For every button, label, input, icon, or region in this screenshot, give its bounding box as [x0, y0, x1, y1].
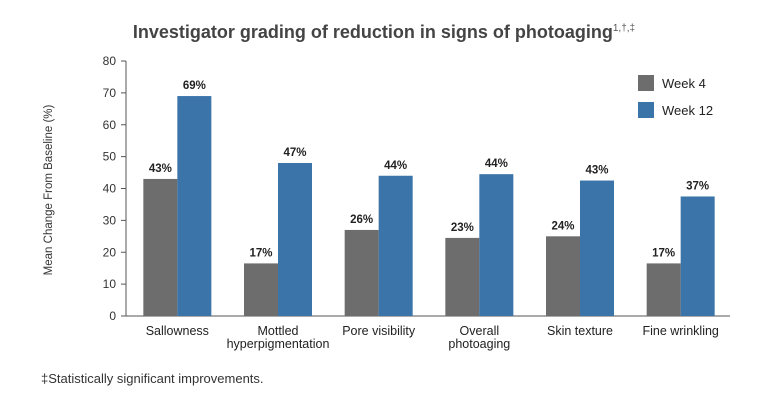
data-label: 44%: [384, 160, 407, 172]
y-tick-label: 30: [103, 213, 117, 227]
x-tick-label: Fine wrinkling: [642, 324, 718, 338]
bar: [580, 180, 614, 316]
y-tick-label: 40: [103, 182, 117, 196]
y-tick-label: 50: [103, 150, 117, 164]
data-label: 47%: [283, 147, 306, 159]
bar: [344, 229, 379, 316]
bar: [143, 178, 178, 316]
x-tick-label: Pore visibility: [342, 324, 416, 338]
legend-swatch: [638, 75, 654, 91]
x-tick-label: Overall photoaging: [448, 324, 510, 351]
x-tick-label: Skin texture: [547, 324, 613, 338]
x-tick-label: Mottled hyperpigmentation: [227, 324, 330, 351]
data-labels: 43% 69% 17% 47% 26% 44% 23% 44% 24% 43% 17% 37%: [149, 80, 709, 259]
bar: [177, 96, 212, 316]
x-tick-label-line: Fine wrinkling: [642, 324, 718, 338]
data-label: 69%: [183, 80, 206, 92]
y-tick-label: 0: [109, 309, 116, 323]
bar: [479, 174, 514, 316]
y-axis-label: Mean Change From Baseline (%): [43, 105, 55, 276]
y-tick-label: 80: [103, 54, 117, 68]
y-tick-label: 60: [103, 118, 117, 132]
bar: [680, 196, 715, 316]
data-label: 17%: [652, 247, 675, 259]
y-tick-label: 20: [103, 245, 117, 259]
bar: [378, 175, 413, 316]
bar: [244, 263, 278, 316]
legend-label: Week 4: [662, 76, 706, 91]
data-label: 26%: [350, 214, 373, 226]
data-label: 43%: [585, 165, 608, 177]
legend-label: Week 12: [662, 103, 713, 118]
x-tick-label-line: Mottled: [258, 324, 299, 338]
data-label: 24%: [551, 220, 574, 232]
x-tick-label-line: Skin texture: [547, 324, 613, 338]
bars: [143, 96, 715, 316]
bar: [546, 236, 580, 316]
x-tick-label-line: hyperpigmentation: [227, 337, 330, 351]
x-tick-label-line: Overall: [460, 324, 500, 338]
data-label: 23%: [451, 222, 474, 234]
data-label: 37%: [686, 180, 709, 192]
x-tick-label-line: photoaging: [448, 337, 510, 351]
data-label: 43%: [149, 163, 172, 175]
y-tick-label: 70: [103, 86, 117, 100]
y-tick-label: 10: [103, 277, 117, 291]
legend: Week 4 Week 12: [638, 75, 713, 118]
x-tick-label-line: Sallowness: [146, 324, 209, 338]
x-tick-label-line: Pore visibility: [342, 324, 416, 338]
x-tick-label: Sallowness: [146, 324, 209, 338]
category-labels: Sallowness Mottled hyperpigmentation Pore v…: [146, 324, 719, 351]
data-label: 44%: [485, 158, 508, 170]
footnote: ‡Statistically significant improvements.: [41, 371, 264, 386]
chart-title: Investigator grading of reduction in sig…: [133, 22, 635, 42]
chart-title-superscript: 1,†,‡: [613, 23, 635, 34]
bar: [445, 237, 480, 316]
legend-swatch: [638, 102, 654, 118]
data-label: 17%: [249, 247, 272, 259]
bar: [646, 263, 681, 316]
bar: [278, 163, 312, 316]
chart-title-main: Investigator grading of reduction in sig…: [133, 22, 613, 42]
axes: 0 10 20 30 40 50 60 70 80: [103, 54, 730, 323]
